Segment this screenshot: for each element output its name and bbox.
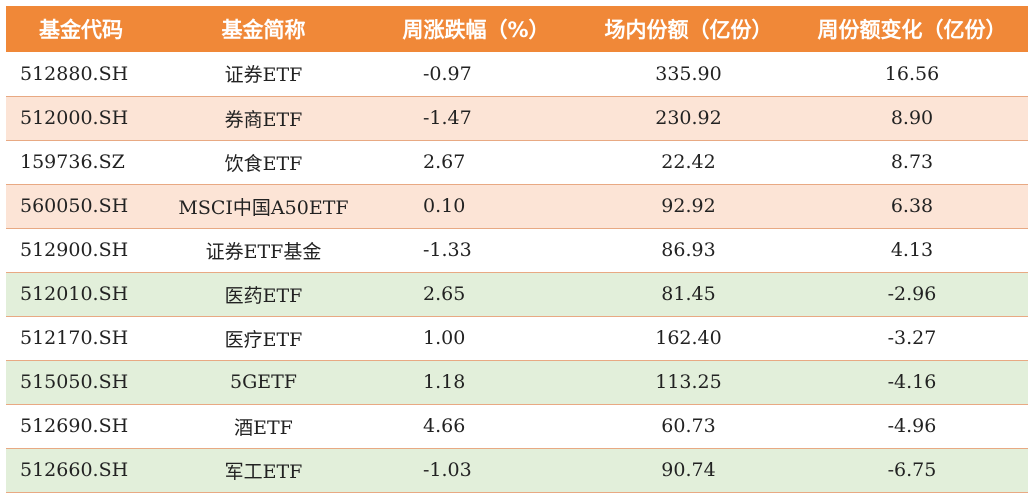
table-row: 560050.SH MSCI中国A50ETF 0.10 92.92 6.38 [6,184,1028,229]
header-share-change: 周份额变化（亿份） [817,18,1007,42]
cell-fund-code: 512170.SH [6,316,156,361]
cell-fund-name: 券商ETF [156,96,371,141]
cell-share-change: -3.27 [796,316,1028,361]
cell-fund-code: 560050.SH [6,184,156,229]
cell-floor-shares: 92.92 [581,184,796,229]
cell-floor-shares: 90.74 [581,448,796,493]
cell-weekly-change: 1.00 [371,316,581,361]
cell-fund-code: 512000.SH [6,96,156,141]
cell-floor-shares: 86.93 [581,228,796,273]
header-fund-code: 基金代码 [39,18,123,42]
cell-weekly-change: -0.97 [371,52,581,97]
table-row: 512880.SH 证券ETF -0.97 335.90 16.56 [6,52,1028,97]
cell-share-change: 16.56 [796,52,1028,97]
cell-share-change: -6.75 [796,448,1028,493]
cell-share-change: -2.96 [796,272,1028,317]
cell-fund-code: 512900.SH [6,228,156,273]
cell-weekly-change: 1.18 [371,360,581,405]
cell-fund-name: 军工ETF [156,448,371,493]
table-row: 159736.SZ 饮食ETF 2.67 22.42 8.73 [6,140,1028,185]
cell-fund-name: 酒ETF [156,404,371,449]
cell-floor-shares: 230.92 [581,96,796,141]
table-row: 512900.SH 证券ETF基金 -1.33 86.93 4.13 [6,228,1028,273]
header-row: 基金代码 基金简称 周涨跌幅（%） 场内份额（亿份） 周份额变化（亿份） [6,6,1028,52]
table-row: 512000.SH 券商ETF -1.47 230.92 8.90 [6,96,1028,141]
table-row: 512660.SH 军工ETF -1.03 90.74 -6.75 [6,448,1028,493]
table-header: 基金代码 基金简称 周涨跌幅（%） 场内份额（亿份） 周份额变化（亿份） [6,6,1028,52]
cell-share-change: 4.13 [796,228,1028,273]
cell-fund-code: 159736.SZ [6,140,156,185]
cell-share-change: -4.16 [796,360,1028,405]
cell-fund-name: 饮食ETF [156,140,371,185]
header-floor-shares: 场内份额（亿份） [604,18,773,42]
cell-weekly-change: 4.66 [371,404,581,449]
cell-fund-name: 5GETF [156,360,371,405]
cell-share-change: 8.73 [796,140,1028,185]
cell-floor-shares: 60.73 [581,404,796,449]
table-row: 512010.SH 医药ETF 2.65 81.45 -2.96 [6,272,1028,317]
cell-fund-code: 512660.SH [6,448,156,493]
cell-fund-code: 512690.SH [6,404,156,449]
etf-share-change-table-container: 基金代码 基金简称 周涨跌幅（%） 场内份额（亿份） 周份额变化（亿份） 512… [6,6,1028,493]
cell-weekly-change: -1.03 [371,448,581,493]
cell-fund-code: 512880.SH [6,52,156,97]
etf-share-change-table: 基金代码 基金简称 周涨跌幅（%） 场内份额（亿份） 周份额变化（亿份） 512… [6,6,1028,493]
table-row: 515050.SH 5GETF 1.18 113.25 -4.16 [6,360,1028,405]
cell-fund-name: 医药ETF [156,272,371,317]
cell-share-change: 8.90 [796,96,1028,141]
table-row: 512170.SH 医疗ETF 1.00 162.40 -3.27 [6,316,1028,361]
cell-weekly-change: 0.10 [371,184,581,229]
table-body: 512880.SH 证券ETF -0.97 335.90 16.56 51200… [6,52,1028,493]
cell-share-change: 6.38 [796,184,1028,229]
cell-floor-shares: 81.45 [581,272,796,317]
cell-fund-name: 证券ETF [156,52,371,97]
cell-fund-name: MSCI中国A50ETF [156,184,371,229]
cell-fund-name: 证券ETF基金 [156,228,371,273]
cell-weekly-change: 2.65 [371,272,581,317]
cell-floor-shares: 113.25 [581,360,796,405]
cell-floor-shares: 22.42 [581,140,796,185]
cell-weekly-change: -1.33 [371,228,581,273]
cell-fund-code: 512010.SH [6,272,156,317]
cell-share-change: -4.96 [796,404,1028,449]
cell-fund-name: 医疗ETF [156,316,371,361]
cell-floor-shares: 335.90 [581,52,796,97]
cell-fund-code: 515050.SH [6,360,156,405]
cell-weekly-change: -1.47 [371,96,581,141]
header-weekly-change: 周涨跌幅（%） [402,18,550,42]
cell-weekly-change: 2.67 [371,140,581,185]
header-fund-name: 基金简称 [221,18,306,42]
table-row: 512690.SH 酒ETF 4.66 60.73 -4.96 [6,404,1028,449]
cell-floor-shares: 162.40 [581,316,796,361]
